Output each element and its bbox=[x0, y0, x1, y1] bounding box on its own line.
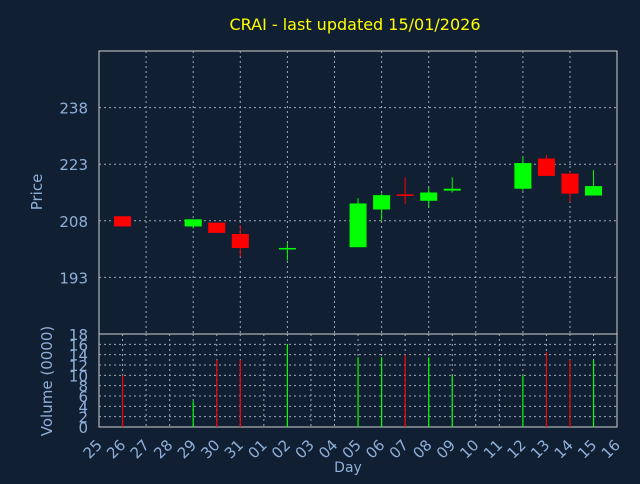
volume-tick-label: 0 bbox=[78, 419, 88, 437]
x-tick-label: 03 bbox=[292, 436, 318, 462]
candle-body bbox=[420, 192, 438, 201]
candle-body bbox=[278, 247, 296, 250]
x-tick-label: 27 bbox=[127, 436, 153, 462]
candle-body bbox=[208, 222, 226, 233]
x-tick-label: 02 bbox=[268, 436, 294, 462]
x-tick-label: 13 bbox=[527, 436, 553, 462]
x-tick-label: 12 bbox=[503, 436, 529, 462]
price-tick-label: 238 bbox=[59, 100, 88, 118]
x-tick-label: 07 bbox=[386, 436, 412, 462]
volume-tick-label: 2 bbox=[78, 409, 88, 427]
candle-14 bbox=[561, 171, 579, 202]
candle-body bbox=[585, 186, 603, 196]
candles bbox=[114, 154, 603, 261]
candle-29 bbox=[184, 219, 202, 229]
candle-body bbox=[184, 219, 202, 227]
candle-15 bbox=[585, 169, 603, 196]
volume-axis-label: Volume (0000) bbox=[38, 326, 56, 436]
candle-07 bbox=[396, 177, 414, 204]
x-tick-label: 04 bbox=[315, 436, 341, 462]
x-tick-label: 09 bbox=[433, 436, 459, 462]
x-tick-label: 06 bbox=[362, 436, 388, 462]
x-axis-label: Day bbox=[334, 460, 362, 476]
x-tick-label: 08 bbox=[409, 436, 435, 462]
x-tick-label: 10 bbox=[456, 436, 482, 462]
x-tick-label: 01 bbox=[244, 436, 270, 462]
x-tick-label: 05 bbox=[339, 436, 365, 462]
candle-09 bbox=[443, 177, 461, 193]
x-tick-label: 15 bbox=[574, 436, 600, 462]
price-tick-label: 208 bbox=[59, 213, 88, 231]
candle-body bbox=[514, 163, 532, 189]
x-tick-label: 28 bbox=[150, 436, 176, 462]
volume-tick-label: 4 bbox=[78, 398, 88, 416]
candle-body bbox=[443, 188, 461, 191]
candle-body bbox=[537, 158, 555, 176]
x-tick-label: 14 bbox=[551, 436, 577, 462]
candle-body bbox=[114, 216, 132, 227]
price-axis-label: Price bbox=[28, 174, 46, 211]
price-y-axis: 193 208 223 238 bbox=[59, 100, 88, 288]
x-tick-label: 26 bbox=[103, 436, 129, 462]
price-plot-area bbox=[98, 50, 618, 335]
x-tick-label: 25 bbox=[80, 436, 106, 462]
candle-26 bbox=[114, 216, 132, 227]
volume-tick-label: 6 bbox=[78, 388, 88, 406]
candle-31 bbox=[231, 225, 249, 257]
candle-12 bbox=[514, 156, 532, 191]
volume-tick-label: 8 bbox=[78, 378, 88, 396]
volume-tick-label: 10 bbox=[69, 367, 88, 385]
volume-tick-label: 18 bbox=[69, 326, 88, 344]
candle-06 bbox=[373, 193, 391, 221]
candle-body bbox=[396, 194, 414, 196]
x-tick-label: 16 bbox=[598, 436, 624, 462]
candle-30 bbox=[208, 222, 226, 233]
candle-body bbox=[231, 234, 249, 248]
candle-08 bbox=[420, 187, 438, 208]
price-tick-label: 223 bbox=[59, 156, 88, 174]
candle-body bbox=[349, 203, 367, 248]
candle-02 bbox=[278, 243, 296, 261]
x-tick-label: 11 bbox=[480, 436, 506, 462]
x-axis-tick-labels: 2526272829303101020304050607080910111213… bbox=[80, 436, 624, 462]
candle-13 bbox=[537, 154, 555, 176]
candle-body bbox=[373, 195, 391, 210]
candle-body bbox=[561, 173, 579, 194]
x-tick-label: 29 bbox=[174, 436, 200, 462]
price-tick-label: 193 bbox=[59, 269, 88, 287]
volume-tick-label: 14 bbox=[69, 347, 88, 365]
x-tick-label: 31 bbox=[221, 436, 247, 462]
volume-tick-label: 12 bbox=[69, 357, 88, 375]
volume-bars bbox=[121, 344, 595, 427]
volume-tick-label: 16 bbox=[69, 336, 88, 354]
chart-title: CRAI - last updated 15/01/2026 bbox=[229, 15, 480, 34]
candle-05 bbox=[349, 198, 367, 248]
x-tick-label: 30 bbox=[197, 436, 223, 462]
